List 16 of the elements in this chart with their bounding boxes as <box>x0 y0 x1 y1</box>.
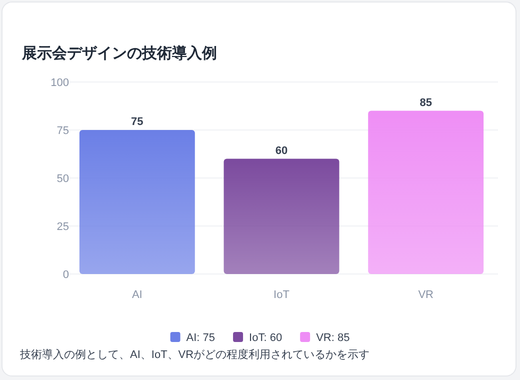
y-tick-label: 75 <box>56 125 69 137</box>
data-label: 75 <box>131 116 144 128</box>
text: 技術導入の例として、AI、IoT、VRがどの程度利用されているかを示す <box>19 348 370 361</box>
x-tick-label: VR <box>418 289 434 301</box>
legend-label: AI: 75 <box>186 332 216 344</box>
y-tick-label: 50 <box>56 173 69 185</box>
chart-title: 展示会デザインの技術導入例 <box>21 44 217 62</box>
data-label: 85 <box>420 96 432 109</box>
y-tick-label: 0 <box>62 269 69 281</box>
x-tick-label: IoT <box>274 289 290 301</box>
legend-label: VR: 85 <box>316 332 350 344</box>
data-label: 60 <box>275 144 288 157</box>
y-tick-label: 100 <box>50 77 69 89</box>
legend-label: IoT: 60 <box>249 332 282 344</box>
x-tick-label: AI <box>132 289 142 301</box>
y-tick-label: 25 <box>56 221 69 233</box>
